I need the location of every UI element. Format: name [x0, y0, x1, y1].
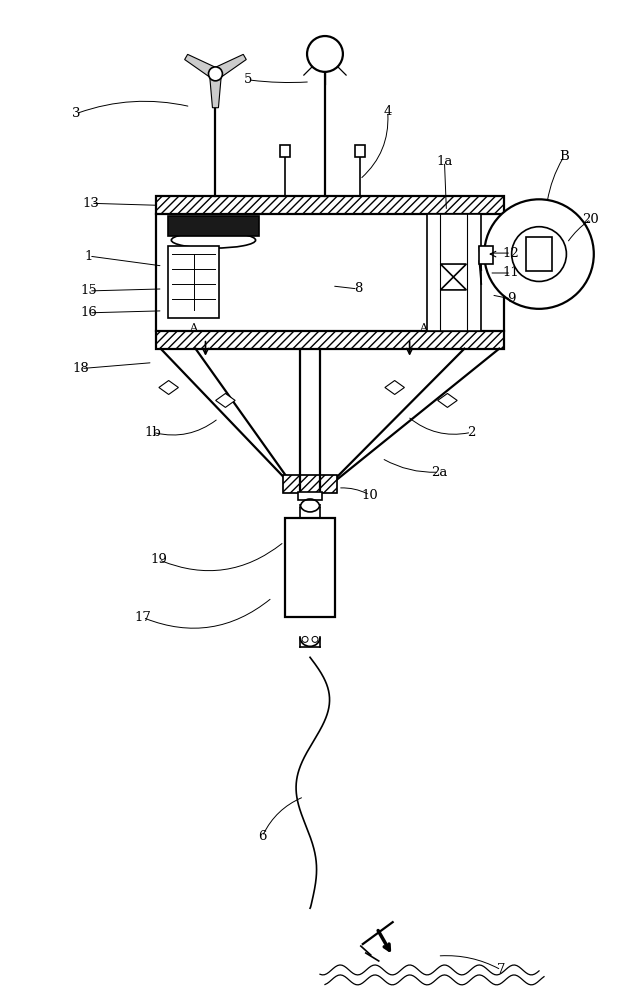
Bar — [526, 237, 552, 271]
Bar — [283, 475, 337, 493]
Bar — [355, 145, 365, 157]
Circle shape — [208, 67, 222, 81]
Bar — [427, 214, 482, 331]
Bar — [155, 331, 505, 349]
Bar — [283, 475, 337, 493]
Text: 6: 6 — [258, 830, 266, 843]
Bar — [155, 331, 505, 349]
Text: 1: 1 — [85, 250, 93, 263]
Text: 7: 7 — [497, 963, 505, 976]
Bar — [285, 518, 335, 617]
Polygon shape — [216, 393, 235, 407]
Text: 19: 19 — [150, 553, 167, 566]
Bar — [155, 196, 505, 214]
Text: 18: 18 — [73, 362, 89, 375]
Text: 17: 17 — [134, 611, 151, 624]
Polygon shape — [213, 54, 247, 79]
Polygon shape — [210, 74, 222, 108]
Text: 1b: 1b — [145, 426, 161, 439]
Text: 10: 10 — [361, 489, 378, 502]
Text: 9: 9 — [507, 292, 515, 305]
Text: 1a: 1a — [436, 155, 453, 168]
Polygon shape — [438, 393, 457, 407]
Text: 2: 2 — [467, 426, 475, 439]
Polygon shape — [159, 381, 178, 394]
Bar — [155, 196, 505, 214]
Polygon shape — [385, 381, 404, 394]
Bar — [298, 492, 322, 500]
Polygon shape — [440, 277, 466, 290]
Text: 15: 15 — [81, 284, 97, 297]
Circle shape — [307, 36, 343, 72]
Circle shape — [302, 636, 308, 642]
Text: 5: 5 — [244, 73, 252, 86]
Text: 20: 20 — [582, 213, 599, 226]
Text: 12: 12 — [503, 247, 520, 260]
Text: A: A — [190, 323, 197, 333]
Text: A: A — [420, 323, 427, 333]
Bar — [168, 216, 259, 236]
Text: 11: 11 — [503, 266, 520, 279]
Polygon shape — [440, 264, 466, 277]
Text: 16: 16 — [80, 306, 97, 319]
Text: 13: 13 — [83, 197, 99, 210]
Text: 2a: 2a — [431, 466, 448, 479]
Bar — [168, 246, 219, 318]
Bar — [280, 145, 290, 157]
Text: B: B — [559, 150, 569, 163]
Text: 4: 4 — [383, 105, 392, 118]
Bar — [479, 246, 493, 264]
Text: 3: 3 — [72, 107, 80, 120]
Circle shape — [312, 636, 318, 642]
Circle shape — [512, 227, 566, 281]
Text: 8: 8 — [354, 282, 362, 295]
Ellipse shape — [171, 232, 255, 248]
Polygon shape — [185, 54, 218, 79]
Circle shape — [484, 199, 594, 309]
